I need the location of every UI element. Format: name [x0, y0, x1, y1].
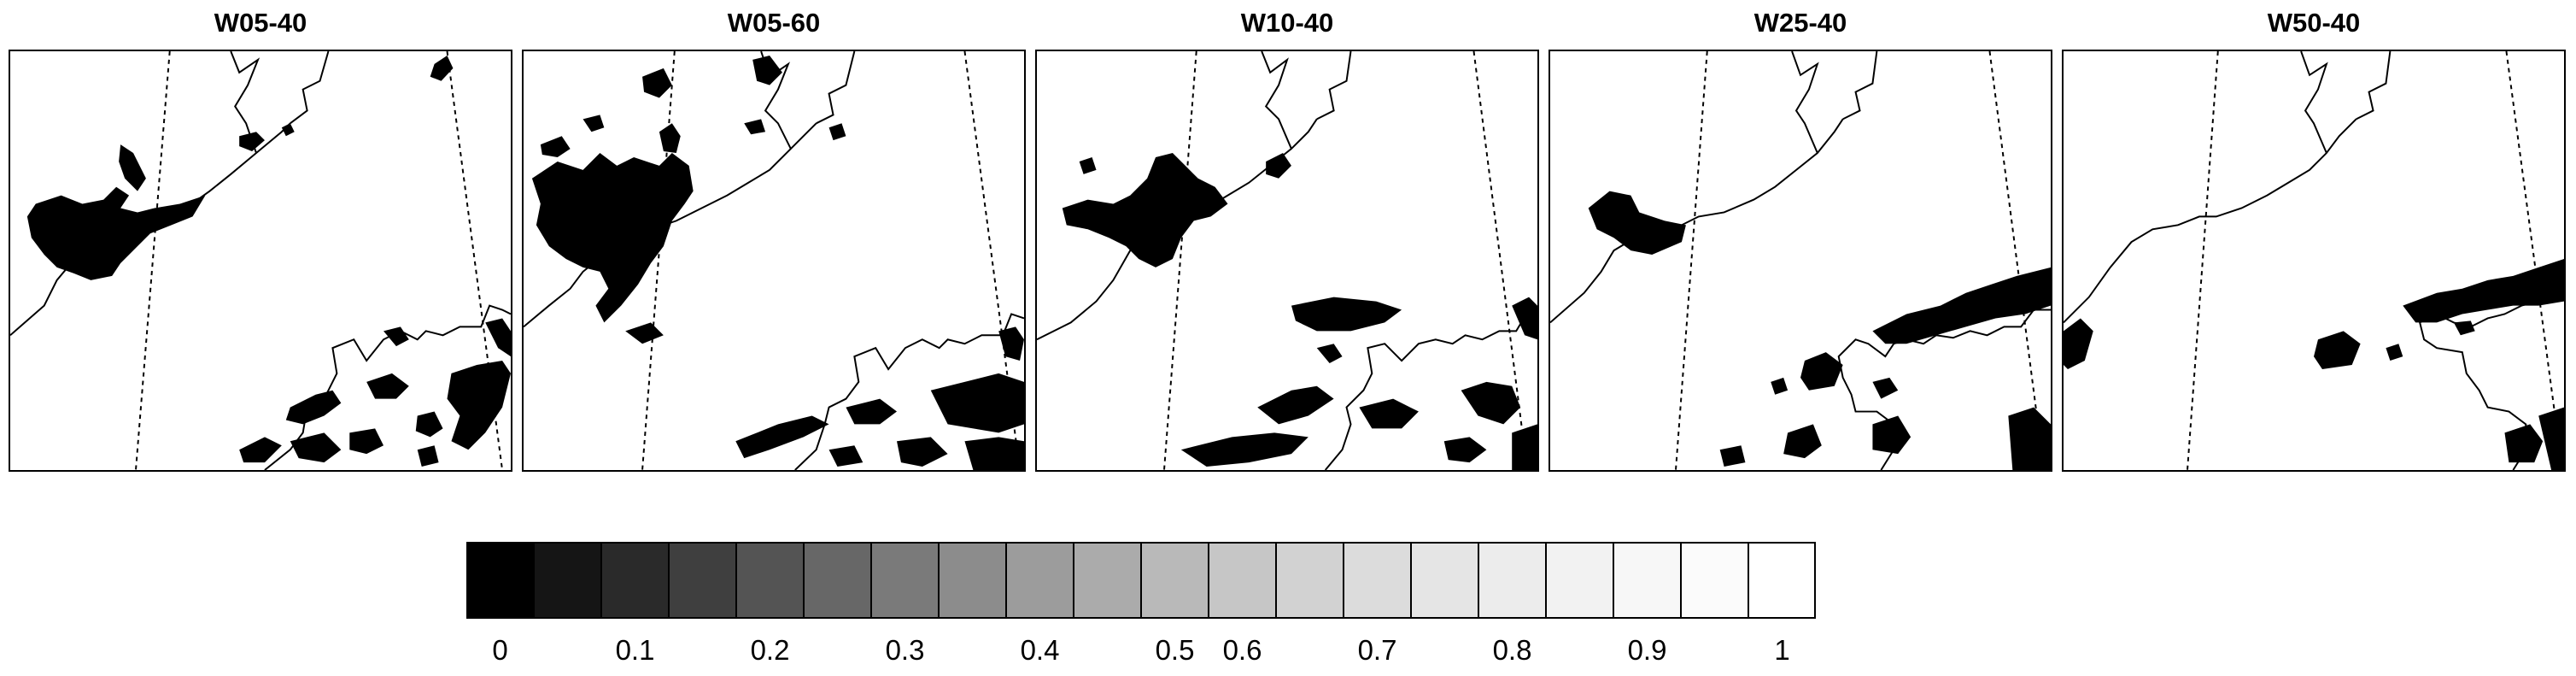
probability-patches [1062, 153, 1537, 470]
colorbar-swatch [803, 542, 872, 619]
map-panel-w05-60 [522, 50, 1026, 472]
map-w05-60 [524, 51, 1024, 470]
longitude-lines [641, 51, 1022, 470]
colorbar-swatch [1613, 542, 1682, 619]
map-w10-40 [1037, 51, 1537, 470]
probability-patches [531, 55, 1024, 470]
colorbar-swatch [1680, 542, 1749, 619]
colorbar-swatch [1140, 542, 1209, 619]
panel-title-w10-40: W10-40 [1240, 8, 1334, 38]
colorbar-swatch [1410, 542, 1479, 619]
probability-patches [1588, 191, 2051, 470]
longitude-lines [1162, 51, 1529, 470]
map-panel-w10-40 [1035, 50, 1539, 472]
colorbar-swatch [668, 542, 737, 619]
longitude-lines [2187, 51, 2563, 470]
colorbar-swatch [1545, 542, 1614, 619]
map-w50-40 [2064, 51, 2564, 470]
colorbar-tick-label: 0.1 [615, 634, 655, 666]
colorbar-swatch [1005, 542, 1074, 619]
map-w25-40 [1550, 51, 2051, 470]
colorbar-tick-label: 0.2 [750, 634, 790, 666]
panel-title-w05-60: W05-60 [727, 8, 821, 38]
map-w05-40 [10, 51, 511, 470]
colorbar-swatch [1208, 542, 1277, 619]
colorbar-swatch [1343, 542, 1412, 619]
colorbar-tick-label: 0.8 [1492, 634, 1532, 666]
colorbar [466, 542, 1816, 619]
colorbar-border [466, 542, 1816, 619]
panel-title-w25-40: W25-40 [1753, 8, 1847, 38]
panel-title-w05-40: W05-40 [214, 8, 307, 38]
map-panel-w50-40 [2062, 50, 2566, 472]
colorbar-tick-label: 0 [492, 634, 508, 666]
probability-patches [26, 55, 511, 467]
colorbar-swatch [1748, 542, 1816, 619]
colorbar-swatch [600, 542, 670, 619]
coastline [2064, 51, 2564, 470]
colorbar-swatch [1073, 542, 1142, 619]
probability-patches [2064, 259, 2564, 470]
colorbar-swatch [533, 542, 602, 619]
colorbar-swatch [466, 542, 535, 619]
colorbar-swatch [735, 542, 805, 619]
map-panel-w05-40 [9, 50, 512, 472]
panel-title-w50-40: W50-40 [2267, 8, 2361, 38]
colorbar-tick-label: 0.3 [885, 634, 925, 666]
colorbar-tick-label: 0.4 [1020, 634, 1060, 666]
longitude-lines [135, 51, 504, 470]
coastline [524, 51, 1024, 470]
coastline [10, 51, 511, 470]
colorbar-tick-label: 0.6 [1222, 634, 1262, 666]
coastline [1037, 51, 1537, 470]
colorbar-swatch [1275, 542, 1344, 619]
coastline [1550, 51, 2051, 470]
colorbar-tick-label: 0.9 [1627, 634, 1667, 666]
colorbar-swatch [1478, 542, 1547, 619]
colorbar-tick-label: 1 [1774, 634, 1790, 666]
longitude-lines [1675, 51, 2046, 470]
colorbar-tick-label: 0.5 [1155, 634, 1195, 666]
colorbar-tick-label: 0.7 [1357, 634, 1397, 666]
map-panel-w25-40 [1549, 50, 2052, 472]
colorbar-swatch [870, 542, 940, 619]
colorbar-swatch [938, 542, 1007, 619]
